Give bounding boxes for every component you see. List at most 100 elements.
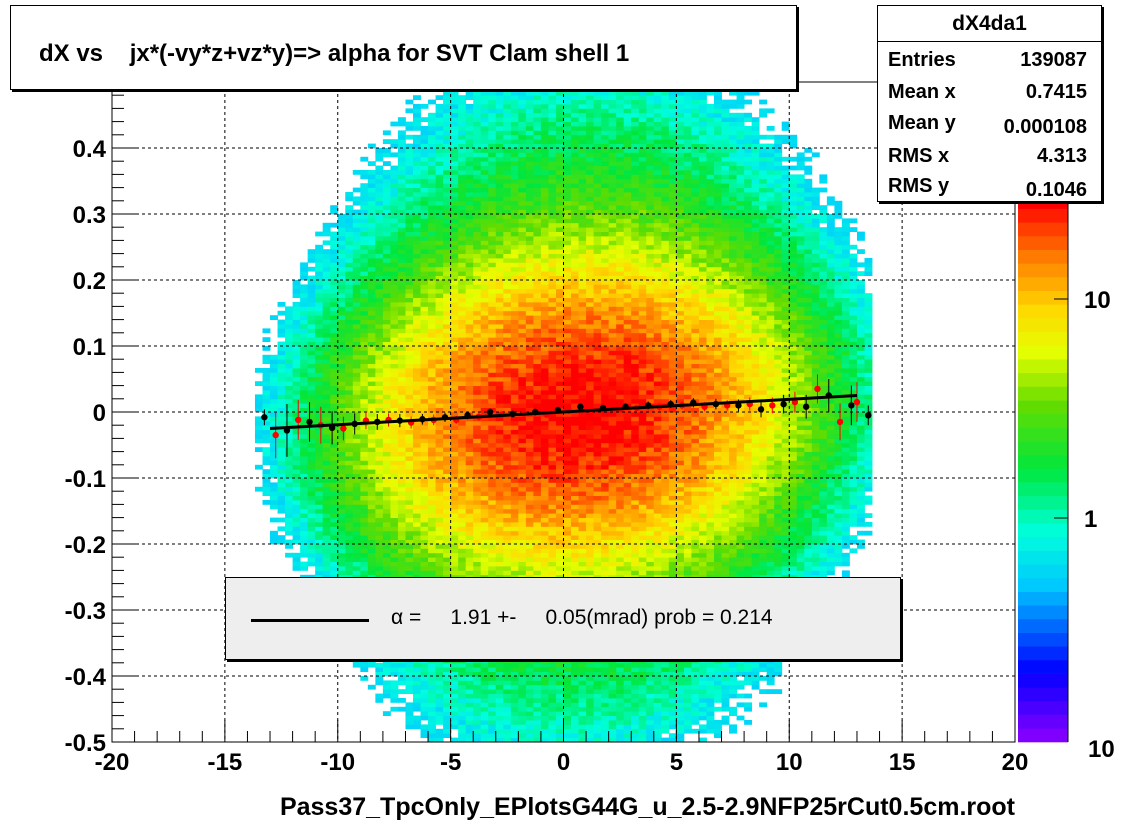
heatmap-cell [345,522,354,527]
heatmap-cell [555,368,564,373]
heatmap-cell [307,447,316,452]
heatmap-cell [405,667,414,672]
heatmap-cell [382,566,391,571]
heatmap-cell [563,706,572,712]
heatmap-cell [322,403,331,408]
heatmap-cell [510,350,519,356]
heatmap-cell [533,698,542,703]
heatmap-cell [563,363,572,369]
heatmap-cell [337,508,346,514]
heatmap-cell [533,319,542,325]
heatmap-cell [292,385,301,391]
heatmap-cell [503,368,512,373]
heatmap-cell [525,715,534,721]
heatmap-cell [300,310,309,316]
heatmap-cell [533,104,542,109]
heatmap-cell [473,447,482,452]
heatmap-cell [465,126,474,131]
heatmap-cell [277,500,286,505]
heatmap-cell [352,372,361,378]
heatmap-cell [473,464,482,470]
heatmap-cell [503,222,512,228]
heatmap-cell [270,504,278,510]
heatmap-cell [413,478,421,483]
heatmap-cell [518,671,527,677]
heatmap-cell [450,156,459,162]
heatmap-cell [300,456,309,461]
heatmap-cell [503,737,512,743]
heatmap-cell [480,319,489,325]
heatmap-cell [555,513,564,518]
heatmap-cell [473,271,482,276]
heatmap-cell [382,508,391,514]
heatmap-cell [510,442,519,448]
heatmap-cell [473,143,482,149]
heatmap-cell [503,680,512,686]
heatmap-cell [307,407,316,413]
heatmap-cell [428,420,436,426]
heatmap-cell [435,222,444,228]
heatmap-cell [503,341,512,347]
heatmap-cell [555,434,564,439]
heatmap-cell [360,376,369,382]
heatmap-cell [548,486,557,492]
heatmap-cell [443,442,452,448]
heatmap-cell [405,319,414,325]
heatmap-cell [390,231,399,237]
heatmap-cell [495,170,504,175]
heatmap-cell [525,117,534,122]
heatmap-cell [315,508,324,514]
heatmap-cell [465,319,474,325]
heatmap-cell [322,526,331,532]
heatmap-cell [390,275,399,281]
heatmap-cell [533,438,542,444]
heatmap-cell [330,504,339,510]
heatmap-cell [548,178,557,184]
heatmap-cell [548,354,557,360]
heatmap-cell [510,148,519,153]
heatmap-cell [480,539,489,545]
heatmap-cell [465,148,474,153]
heatmap-cell [443,504,452,510]
heatmap-cell [555,161,564,166]
heatmap-cell [495,359,504,364]
heatmap-cell [322,539,331,545]
heatmap-cell [390,434,399,439]
heatmap-cell [510,702,519,708]
heatmap-cell [405,706,414,712]
heatmap-cell [548,676,557,681]
heatmap-cell [337,310,346,316]
heatmap-cell [435,473,444,479]
heatmap-cell [473,266,482,272]
heatmap-cell [420,539,429,545]
heatmap-cell [525,161,534,166]
heatmap-cell [413,310,421,316]
heatmap-cell [307,548,316,554]
heatmap-cell [382,535,391,540]
heatmap-cell [428,381,436,386]
heatmap-cell [555,297,564,303]
heatmap-cell [315,231,324,237]
heatmap-cell [420,508,429,514]
heatmap-cell [382,183,391,188]
heatmap-cell [533,429,542,435]
heatmap-cell [435,464,444,470]
heatmap-cell [555,544,564,549]
heatmap-cell [465,711,474,716]
heatmap-cell [525,460,534,466]
heatmap-cell [563,170,572,175]
heatmap-cell [413,403,421,408]
heatmap-cell [510,658,519,664]
heatmap-cell [322,293,331,298]
heatmap-cell [390,302,399,307]
heatmap-cell [397,328,406,334]
heatmap-cell [450,253,459,259]
heatmap-cell [450,486,459,492]
heatmap-cell [533,354,542,360]
heatmap-cell [563,156,572,162]
heatmap-cell [555,500,564,505]
heatmap-cell [435,491,444,496]
heatmap-cell [367,244,376,250]
heatmap-cell [488,720,497,725]
heatmap-cell [375,398,384,404]
